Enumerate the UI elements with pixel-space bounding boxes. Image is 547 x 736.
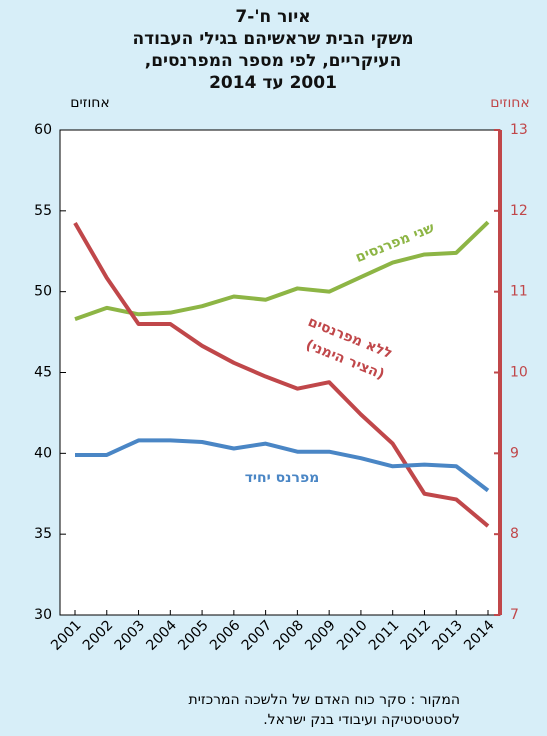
chart-title: איור ח'-7 — [235, 7, 310, 27]
y2-tick-label: 12 — [510, 203, 528, 219]
x-tick-label: 2010 — [334, 617, 371, 654]
x-tick-label: 2005 — [175, 617, 212, 654]
y-tick-label: 50 — [34, 284, 52, 300]
y2-tick-label: 10 — [510, 365, 528, 381]
y2-tick-label: 11 — [510, 284, 528, 300]
y-tick-label: 45 — [34, 365, 52, 381]
source-text: לסטטיסטיקה ועיבודי בנק ישראל. — [263, 712, 460, 728]
y2-tick-label: 7 — [510, 607, 519, 623]
y-tick-label: 35 — [34, 526, 52, 542]
y2-tick-label: 13 — [510, 122, 528, 138]
x-tick-label: 2003 — [112, 617, 149, 654]
y-tick-label: 30 — [34, 607, 52, 623]
x-tick-label: 2014 — [461, 617, 498, 654]
chart-title: משקי הבית שראשיהם בגילי העבודה — [132, 29, 413, 49]
y2-tick-label: 9 — [510, 445, 519, 461]
y2-axis-label: אחוזים — [490, 95, 530, 111]
series-line — [74, 220, 490, 322]
x-tick-label: 2002 — [80, 617, 117, 654]
series-line — [75, 438, 490, 493]
x-tick-label: 2009 — [302, 617, 339, 654]
x-tick-label: 2004 — [143, 617, 180, 654]
x-tick-label: 2012 — [398, 617, 435, 654]
chart-title: העיקריים, לפי מספר המפרנסים, — [145, 51, 402, 71]
chart-title: 2001 עד 2014 — [209, 73, 337, 93]
series-label: מפרנס יחיד — [245, 470, 320, 486]
x-tick-label: 2006 — [207, 617, 244, 654]
x-tick-label: 2007 — [239, 617, 276, 654]
y-tick-label: 60 — [34, 122, 52, 138]
y-tick-label: 55 — [34, 203, 52, 219]
x-tick-label: 2008 — [271, 617, 308, 654]
series-line — [73, 221, 490, 528]
source-text: המקור : סקר כוח האדם של הלשכה המרכזית — [189, 692, 460, 708]
y-axis-label: אחוזים — [70, 95, 110, 111]
y2-tick-label: 8 — [510, 526, 519, 542]
x-tick-label: 2011 — [366, 617, 403, 654]
plot-area — [59, 129, 501, 616]
y-tick-label: 40 — [34, 445, 52, 461]
x-tick-label: 2001 — [48, 617, 85, 654]
x-tick-label: 2013 — [429, 617, 466, 654]
